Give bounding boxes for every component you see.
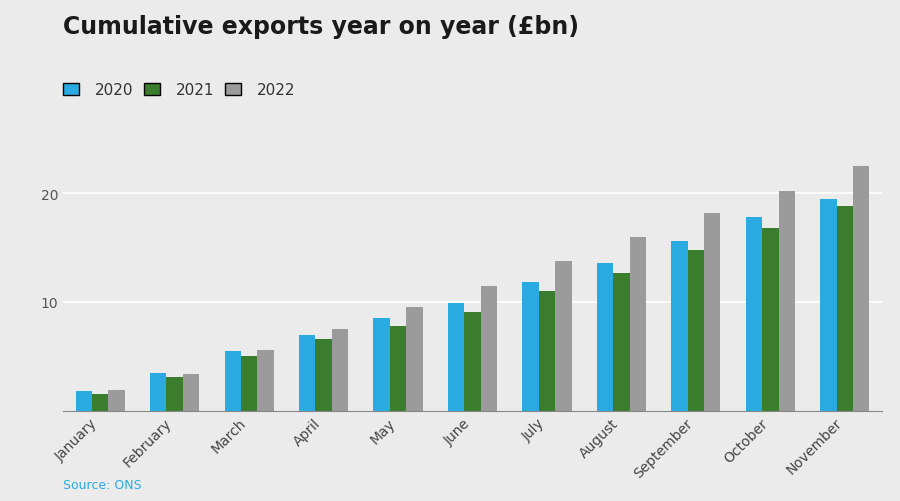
Bar: [630, 237, 646, 411]
Bar: [406, 308, 423, 411]
Bar: [555, 261, 572, 411]
Text: 2022: 2022: [256, 83, 295, 98]
Bar: [613, 273, 630, 411]
Bar: [225, 351, 241, 411]
Bar: [76, 391, 92, 411]
Bar: [108, 390, 125, 411]
Bar: [762, 228, 778, 411]
Bar: [522, 283, 539, 411]
Bar: [704, 213, 720, 411]
Bar: [183, 374, 199, 411]
Text: 2020: 2020: [94, 83, 133, 98]
Bar: [778, 191, 795, 411]
Bar: [257, 350, 274, 411]
Bar: [688, 250, 704, 411]
Bar: [481, 286, 497, 411]
Bar: [315, 339, 332, 411]
Bar: [150, 373, 166, 411]
Bar: [299, 335, 315, 411]
Bar: [390, 326, 406, 411]
Text: Cumulative exports year on year (£bn): Cumulative exports year on year (£bn): [63, 15, 579, 39]
Bar: [837, 207, 853, 411]
Bar: [166, 377, 183, 411]
Bar: [241, 357, 257, 411]
Bar: [448, 303, 464, 411]
Bar: [332, 330, 348, 411]
Bar: [820, 199, 837, 411]
Bar: [597, 263, 613, 411]
Bar: [671, 241, 688, 411]
Bar: [92, 395, 108, 411]
Bar: [374, 319, 390, 411]
Text: 2021: 2021: [176, 83, 214, 98]
Bar: [853, 166, 869, 411]
Bar: [539, 292, 555, 411]
Bar: [464, 312, 481, 411]
Bar: [746, 217, 762, 411]
Text: Source: ONS: Source: ONS: [63, 478, 141, 491]
